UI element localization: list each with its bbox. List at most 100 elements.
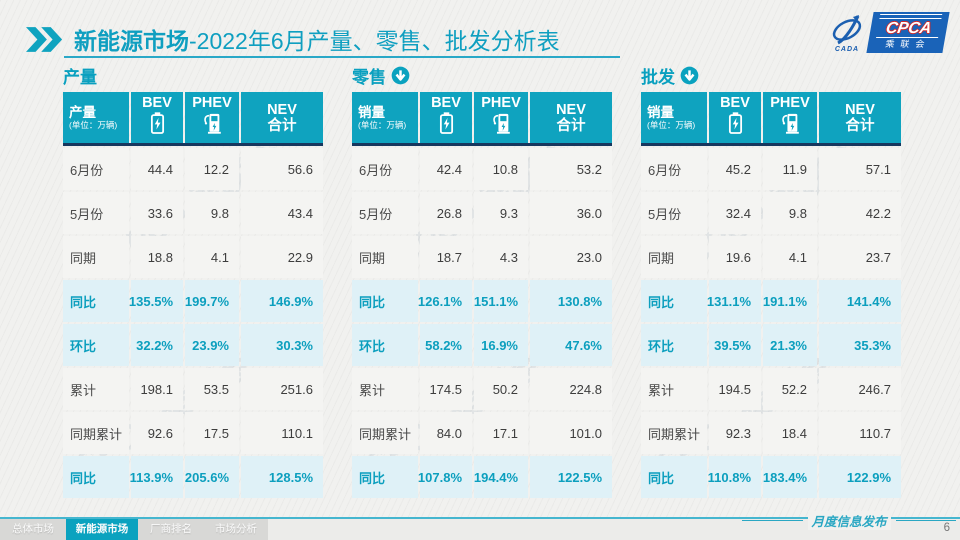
corner-cell: 销量 (单位：万辆): [352, 92, 418, 143]
column-header-nev-total: NEV 合计: [241, 92, 323, 143]
column-header-bev: BEV: [131, 92, 183, 143]
section-title-label: 产量: [63, 68, 97, 87]
row-label: 累计: [352, 368, 418, 410]
column-header-bev: BEV: [420, 92, 472, 143]
row-label: 同期: [352, 236, 418, 278]
value-cell: 113.9%: [130, 456, 183, 498]
logo-swoosh-text: CADA: [834, 45, 860, 53]
section-title-label: 批发: [641, 68, 675, 87]
value-cell: 18.4: [763, 412, 817, 454]
bottom-tab-1[interactable]: 总体市场: [0, 519, 66, 540]
logo-box: CPCA 乘联会: [866, 12, 950, 53]
corner-cell: 产量 (单位：万辆): [63, 92, 129, 143]
down-arrow-circle-icon: [680, 66, 699, 85]
value-cell: 10.8: [474, 148, 528, 190]
nev-label-line1: NEV: [267, 101, 297, 118]
measure-label: 销量: [647, 104, 674, 120]
value-cell: 224.8: [530, 368, 612, 410]
unit-label: (单位：万辆): [358, 119, 407, 130]
value-cell: 131.1%: [707, 280, 761, 322]
value-cell: 92.6: [131, 412, 183, 454]
value-cell: 53.5: [185, 368, 239, 410]
value-cell: 135.5%: [129, 280, 183, 322]
value-cell: 44.4: [131, 148, 183, 190]
column-label: PHEV: [770, 95, 810, 111]
cpca-logo: CADA CPCA 乘联会: [828, 12, 950, 53]
table-body: 6月份 42.4 10.8 53.2 5月份 26.8 9.3 36.0 同期 18.7 4.3 23…: [352, 148, 612, 498]
value-cell: 146.9%: [241, 280, 323, 322]
value-cell: 126.1%: [418, 280, 472, 322]
row-label: 6月份: [641, 148, 707, 190]
row-label: 同比: [63, 280, 129, 322]
bottom-tab-2[interactable]: 新能源市场: [66, 519, 138, 540]
value-cell: 36.0: [530, 192, 612, 234]
publish-label-row: 月度信息发布: [742, 511, 957, 530]
value-cell: 4.1: [763, 236, 817, 278]
value-cell: 23.0: [530, 236, 612, 278]
column-label: PHEV: [192, 95, 232, 111]
value-cell: 16.9%: [474, 324, 528, 366]
measure-label: 销量: [358, 104, 385, 120]
value-cell: 9.8: [763, 192, 817, 234]
value-cell: 43.4: [241, 192, 323, 234]
table-header: 产量 (单位：万辆) BEV PHEV NEV 合计: [63, 92, 323, 146]
value-cell: 205.6%: [185, 456, 239, 498]
bottom-tab-3[interactable]: 厂商排名: [138, 519, 204, 540]
table-body: 6月份 44.4 12.2 56.6 5月份 33.6 9.8 43.4 同期 18.8 4.1 22…: [63, 148, 323, 498]
value-cell: 42.4: [420, 148, 472, 190]
value-cell: 4.3: [474, 236, 528, 278]
value-cell: 183.4%: [763, 456, 817, 498]
row-label: 6月份: [352, 148, 418, 190]
row-label: 环比: [63, 324, 129, 366]
table-block-wholesale: 批发 销量 (单位：万辆) BEV PHEV NEV 合计 6月份 45.2 11.9 57.1 5月…: [641, 64, 901, 498]
value-cell: 122.5%: [530, 456, 612, 498]
value-cell: 12.2: [185, 148, 239, 190]
page-title: 新能源市场-2022年6月产量、零售、批发分析表: [74, 22, 560, 56]
battery-icon: [727, 112, 744, 139]
value-cell: 151.1%: [474, 280, 528, 322]
row-label: 5月份: [63, 192, 129, 234]
value-cell: 50.2: [474, 368, 528, 410]
value-cell: 141.4%: [819, 280, 901, 322]
value-cell: 9.8: [185, 192, 239, 234]
value-cell: 130.8%: [530, 280, 612, 322]
value-cell: 122.9%: [819, 456, 901, 498]
publish-label: 月度信息发布: [807, 511, 891, 530]
value-cell: 32.4: [709, 192, 761, 234]
logo-cpca-text: CPCA: [884, 20, 933, 37]
value-cell: 199.7%: [185, 280, 239, 322]
value-cell: 18.8: [131, 236, 183, 278]
value-cell: 58.2%: [420, 324, 472, 366]
value-cell: 9.3: [474, 192, 528, 234]
row-label: 同期累计: [352, 412, 418, 454]
bottom-tab-4[interactable]: 市场分析: [204, 519, 268, 540]
title-underline: [64, 56, 620, 58]
row-label: 累计: [641, 368, 707, 410]
table-header: 销量 (单位：万辆) BEV PHEV NEV 合计: [352, 92, 612, 146]
column-header-bev: BEV: [709, 92, 761, 143]
page-title-row: 新能源市场-2022年6月产量、零售、批发分析表: [26, 22, 560, 56]
value-cell: 19.6: [709, 236, 761, 278]
publish-right-line: [895, 520, 957, 521]
value-cell: 92.3: [709, 412, 761, 454]
value-cell: 53.2: [530, 148, 612, 190]
value-cell: 191.1%: [763, 280, 817, 322]
footer-strip: [268, 519, 960, 540]
row-label: 环比: [641, 324, 707, 366]
value-cell: 251.6: [241, 368, 323, 410]
value-cell: 4.1: [185, 236, 239, 278]
row-label: 同期累计: [63, 412, 129, 454]
column-header-nev-total: NEV 合计: [530, 92, 612, 143]
row-label: 同期: [641, 236, 707, 278]
row-label: 同期累计: [641, 412, 707, 454]
chevron-double-icon: [26, 26, 64, 52]
value-cell: 194.5: [709, 368, 761, 410]
table-body: 6月份 45.2 11.9 57.1 5月份 32.4 9.8 42.2 同期 19.6 4.1 23…: [641, 148, 901, 498]
value-cell: 110.1: [241, 412, 323, 454]
logo-sub-text: 乘联会: [873, 37, 939, 50]
down-arrow-circle-icon: [391, 66, 410, 85]
value-cell: 107.8%: [418, 456, 472, 498]
section-title-label: 零售: [352, 68, 386, 87]
value-cell: 33.6: [131, 192, 183, 234]
